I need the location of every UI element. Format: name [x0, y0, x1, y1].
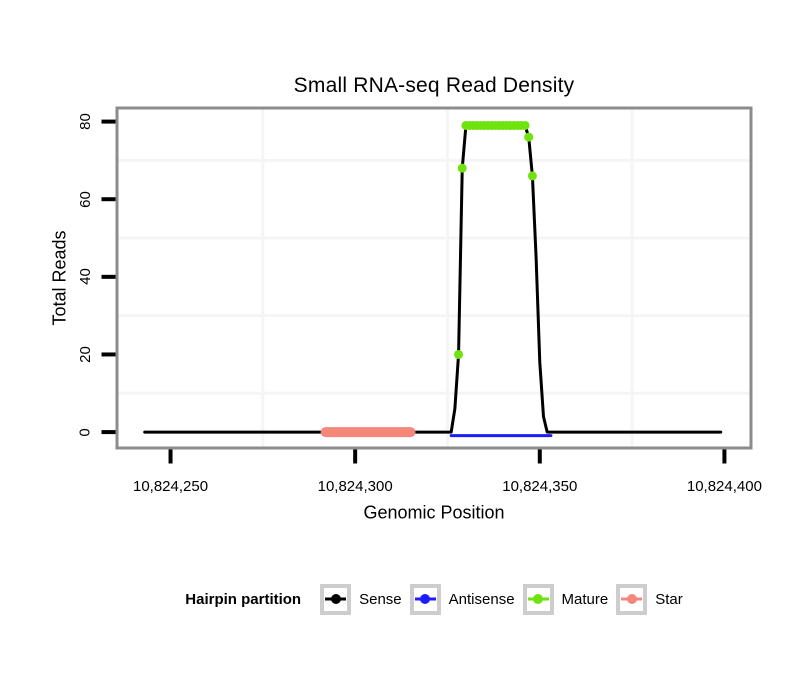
legend-key-sense	[320, 583, 352, 615]
x-axis-title: Genomic Position	[363, 502, 505, 523]
series-mature-point	[520, 120, 530, 130]
legend-key-dot-icon	[626, 594, 637, 604]
series-mature-point	[454, 349, 464, 359]
plot-border	[115, 106, 753, 450]
legend-label-mature: Mature	[561, 590, 609, 608]
legend-key-mature	[522, 583, 554, 615]
legend-key-dot-icon	[533, 594, 544, 604]
legend-key-antisense	[409, 583, 441, 615]
legend-key-star	[616, 583, 648, 615]
series-mature-point	[527, 171, 537, 181]
legend-key-dot-icon	[420, 594, 431, 604]
chart-title: Small RNA-seq Read Density	[293, 74, 575, 97]
plot-panel	[117, 108, 751, 448]
legend: Hairpin partition Sense Antisense Mature St…	[0, 581, 810, 617]
legend-label-sense: Sense	[359, 590, 402, 608]
legend-title: Hairpin partition	[185, 590, 302, 608]
legend-label-star: Star	[655, 590, 683, 608]
series-mature-point	[524, 132, 534, 142]
legend-label-antisense: Antisense	[448, 590, 515, 608]
series-mature-point	[457, 163, 467, 173]
legend-key-dot-icon	[330, 594, 341, 604]
